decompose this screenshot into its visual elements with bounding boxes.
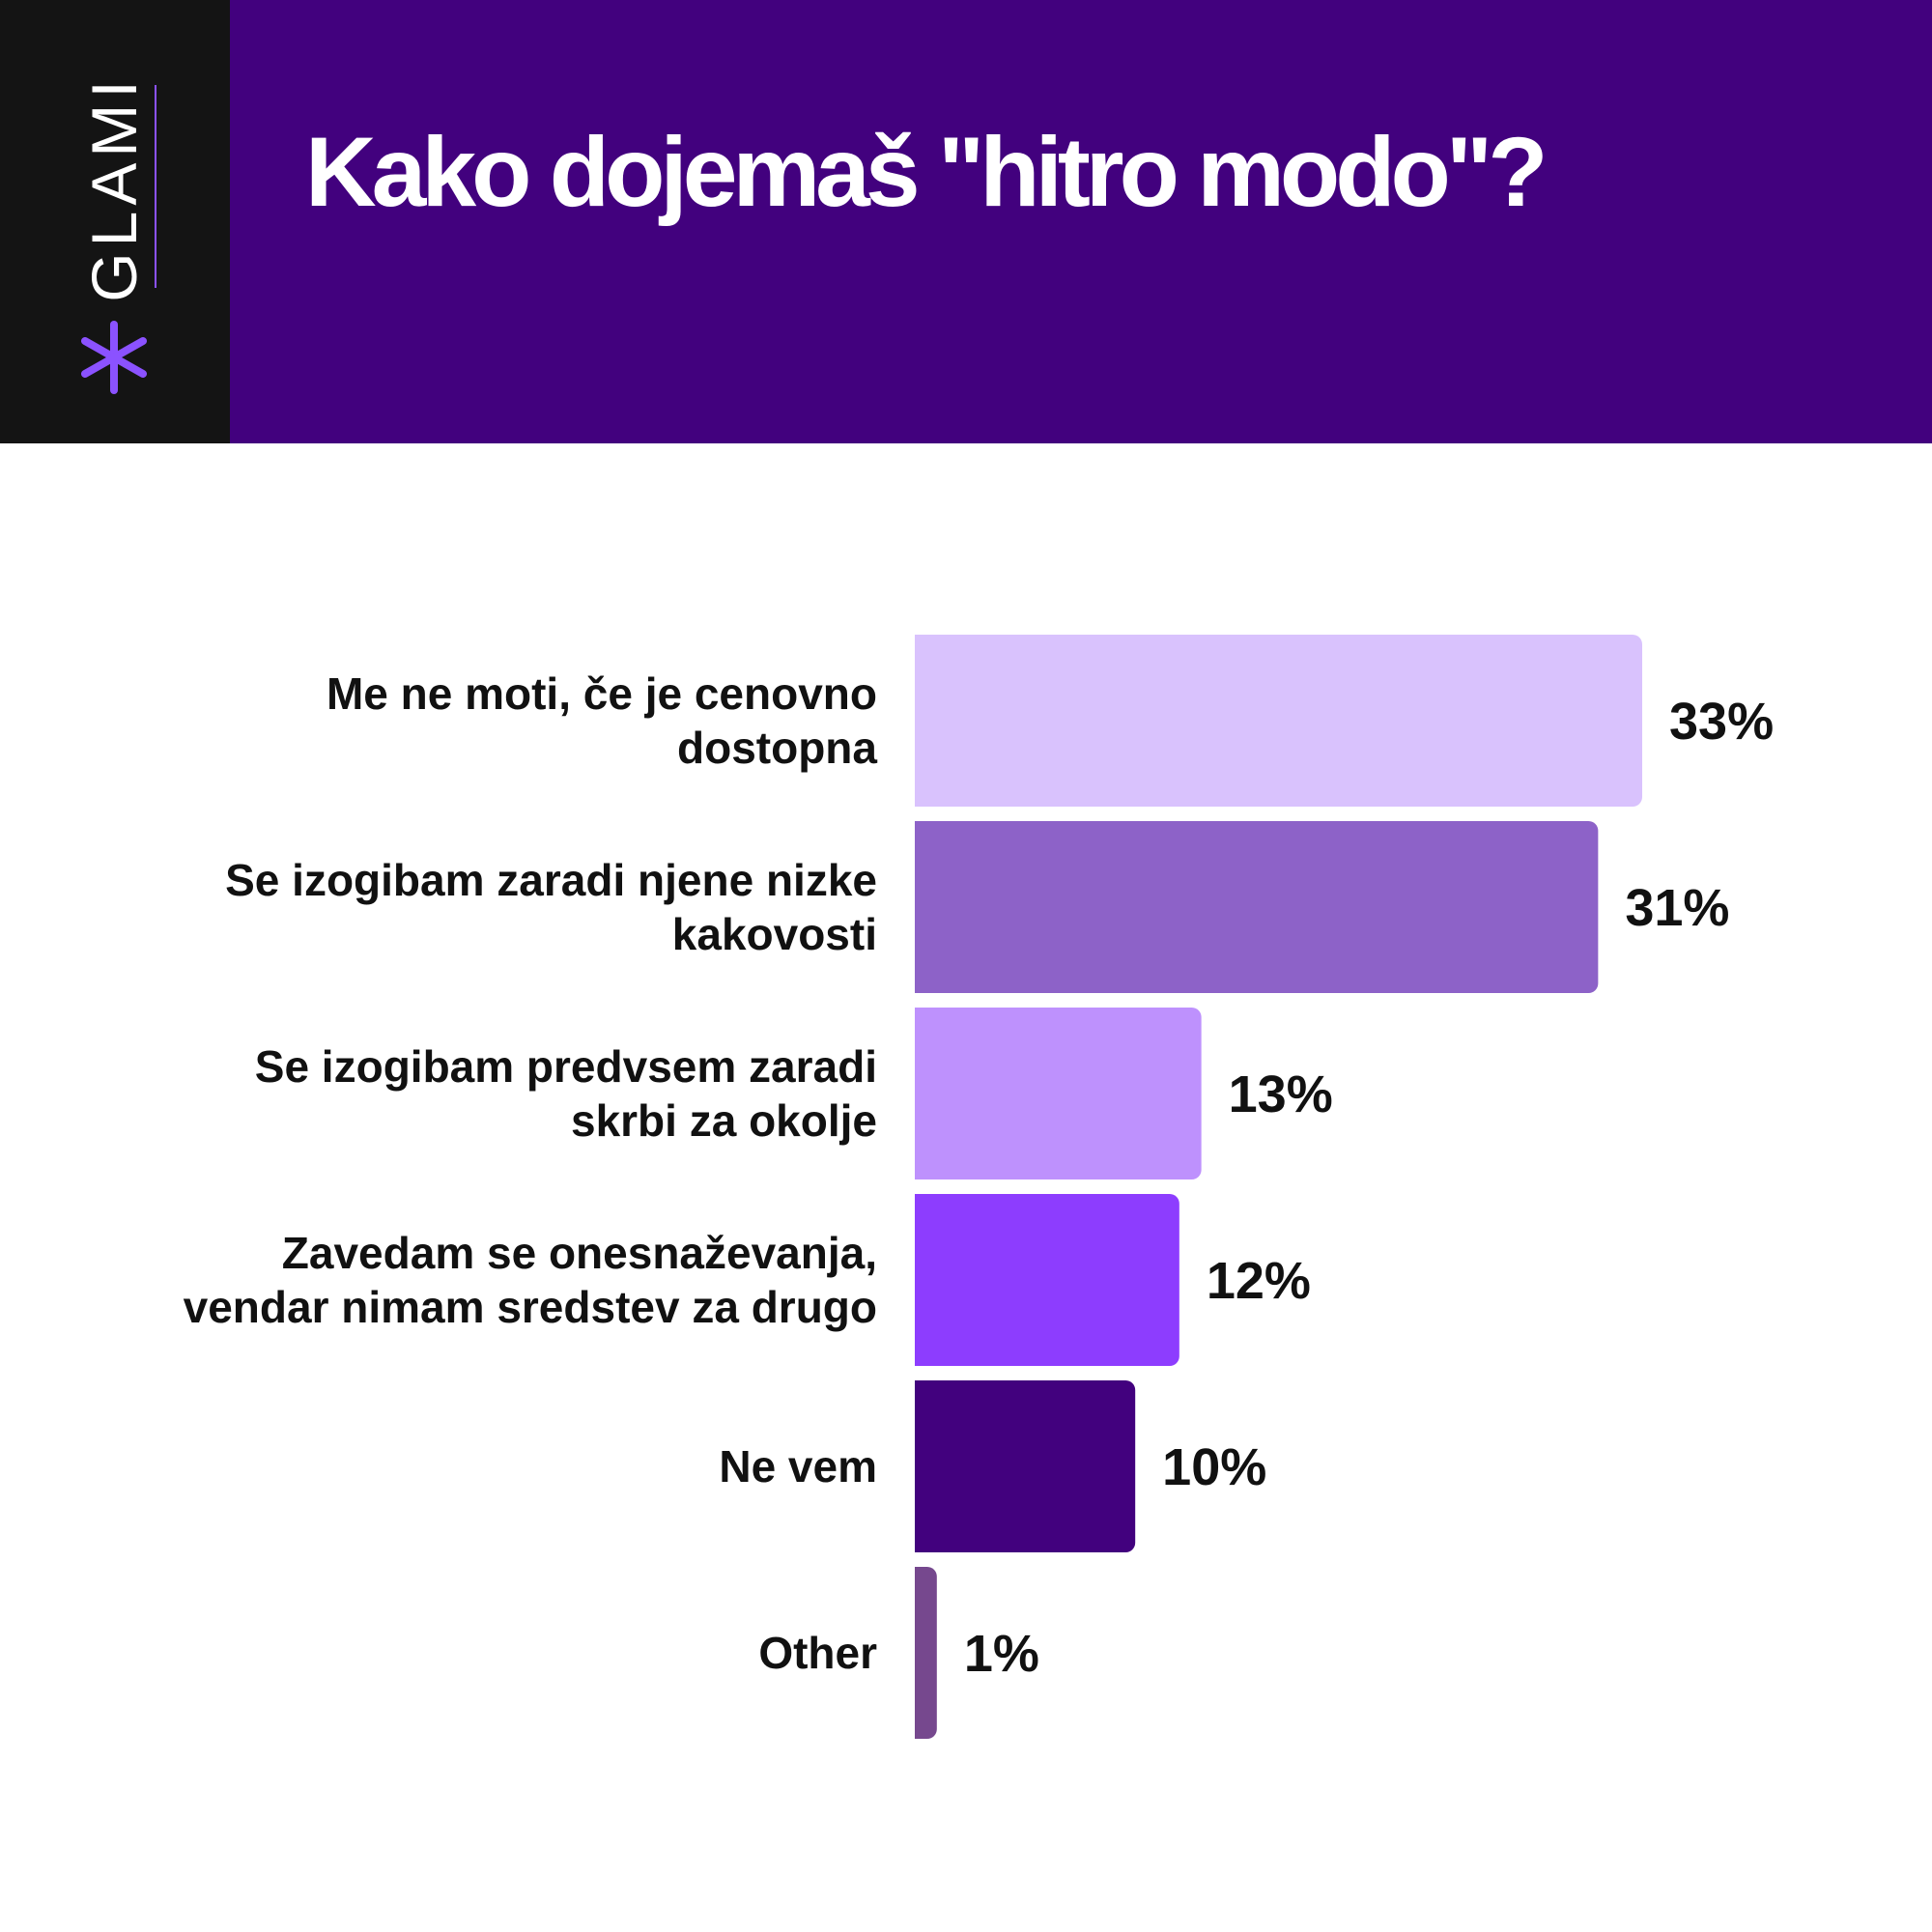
category-label-line: Se izogibam zaradi njene nizke xyxy=(225,855,877,905)
category-label-line: Ne vem xyxy=(719,1441,877,1492)
bar-baseline-edge xyxy=(915,1567,926,1739)
value-labels: 33% 31% 13% 12% 10% 1% xyxy=(964,693,1774,1683)
bar xyxy=(915,1380,1136,1552)
bar xyxy=(915,1008,1202,1179)
bar-baseline-edge xyxy=(915,635,926,807)
category-label-line: Me ne moti, če je cenovno xyxy=(327,668,877,719)
bars-layer xyxy=(915,635,1642,1739)
category-label-line: Other xyxy=(758,1628,877,1678)
category-label-line: Se izogibam predvsem zaradi xyxy=(255,1041,877,1092)
bar xyxy=(915,1194,1179,1366)
bar-baseline-edge xyxy=(915,1194,926,1366)
chart-title: Kako dojemaš "hitro modo"? xyxy=(305,117,1548,227)
bar xyxy=(915,635,1642,807)
asterisk-icon xyxy=(81,321,147,394)
value-label: 12% xyxy=(1207,1252,1311,1310)
category-label: Zavedam se onesnaževanja, vendar nimam sr… xyxy=(184,1228,877,1332)
value-label: 33% xyxy=(1669,693,1774,751)
bar-baseline-edge xyxy=(915,1380,926,1552)
category-label: Se izogibam zaradi njene nizke kakovosti xyxy=(225,855,877,959)
value-label: 31% xyxy=(1625,879,1729,937)
value-label: 13% xyxy=(1229,1065,1333,1123)
bar-baseline-edge xyxy=(915,821,926,993)
value-label: 10% xyxy=(1162,1438,1266,1496)
category-label-line: vendar nimam sredstev za drugo xyxy=(184,1282,877,1332)
header-band xyxy=(230,0,1932,443)
brand-strip: GLAMI xyxy=(0,0,230,443)
category-label-line: dostopna xyxy=(677,723,877,773)
value-label: 1% xyxy=(964,1625,1039,1683)
category-label: Se izogibam predvsem zaradi skrbi za okol… xyxy=(255,1041,877,1146)
brand-divider xyxy=(155,85,156,288)
bar xyxy=(915,821,1599,993)
category-label-line: skrbi za okolje xyxy=(571,1095,877,1146)
category-label: Other xyxy=(758,1628,877,1678)
category-label-line: Zavedam se onesnaževanja, xyxy=(282,1228,877,1278)
bar-baseline-edge xyxy=(915,1008,926,1179)
category-label-line: kakovosti xyxy=(672,909,877,959)
category-labels: Me ne moti, če je cenovno dostopna Se izog… xyxy=(184,668,878,1678)
category-label: Me ne moti, če je cenovno dostopna xyxy=(327,668,877,773)
category-label: Ne vem xyxy=(719,1441,877,1492)
